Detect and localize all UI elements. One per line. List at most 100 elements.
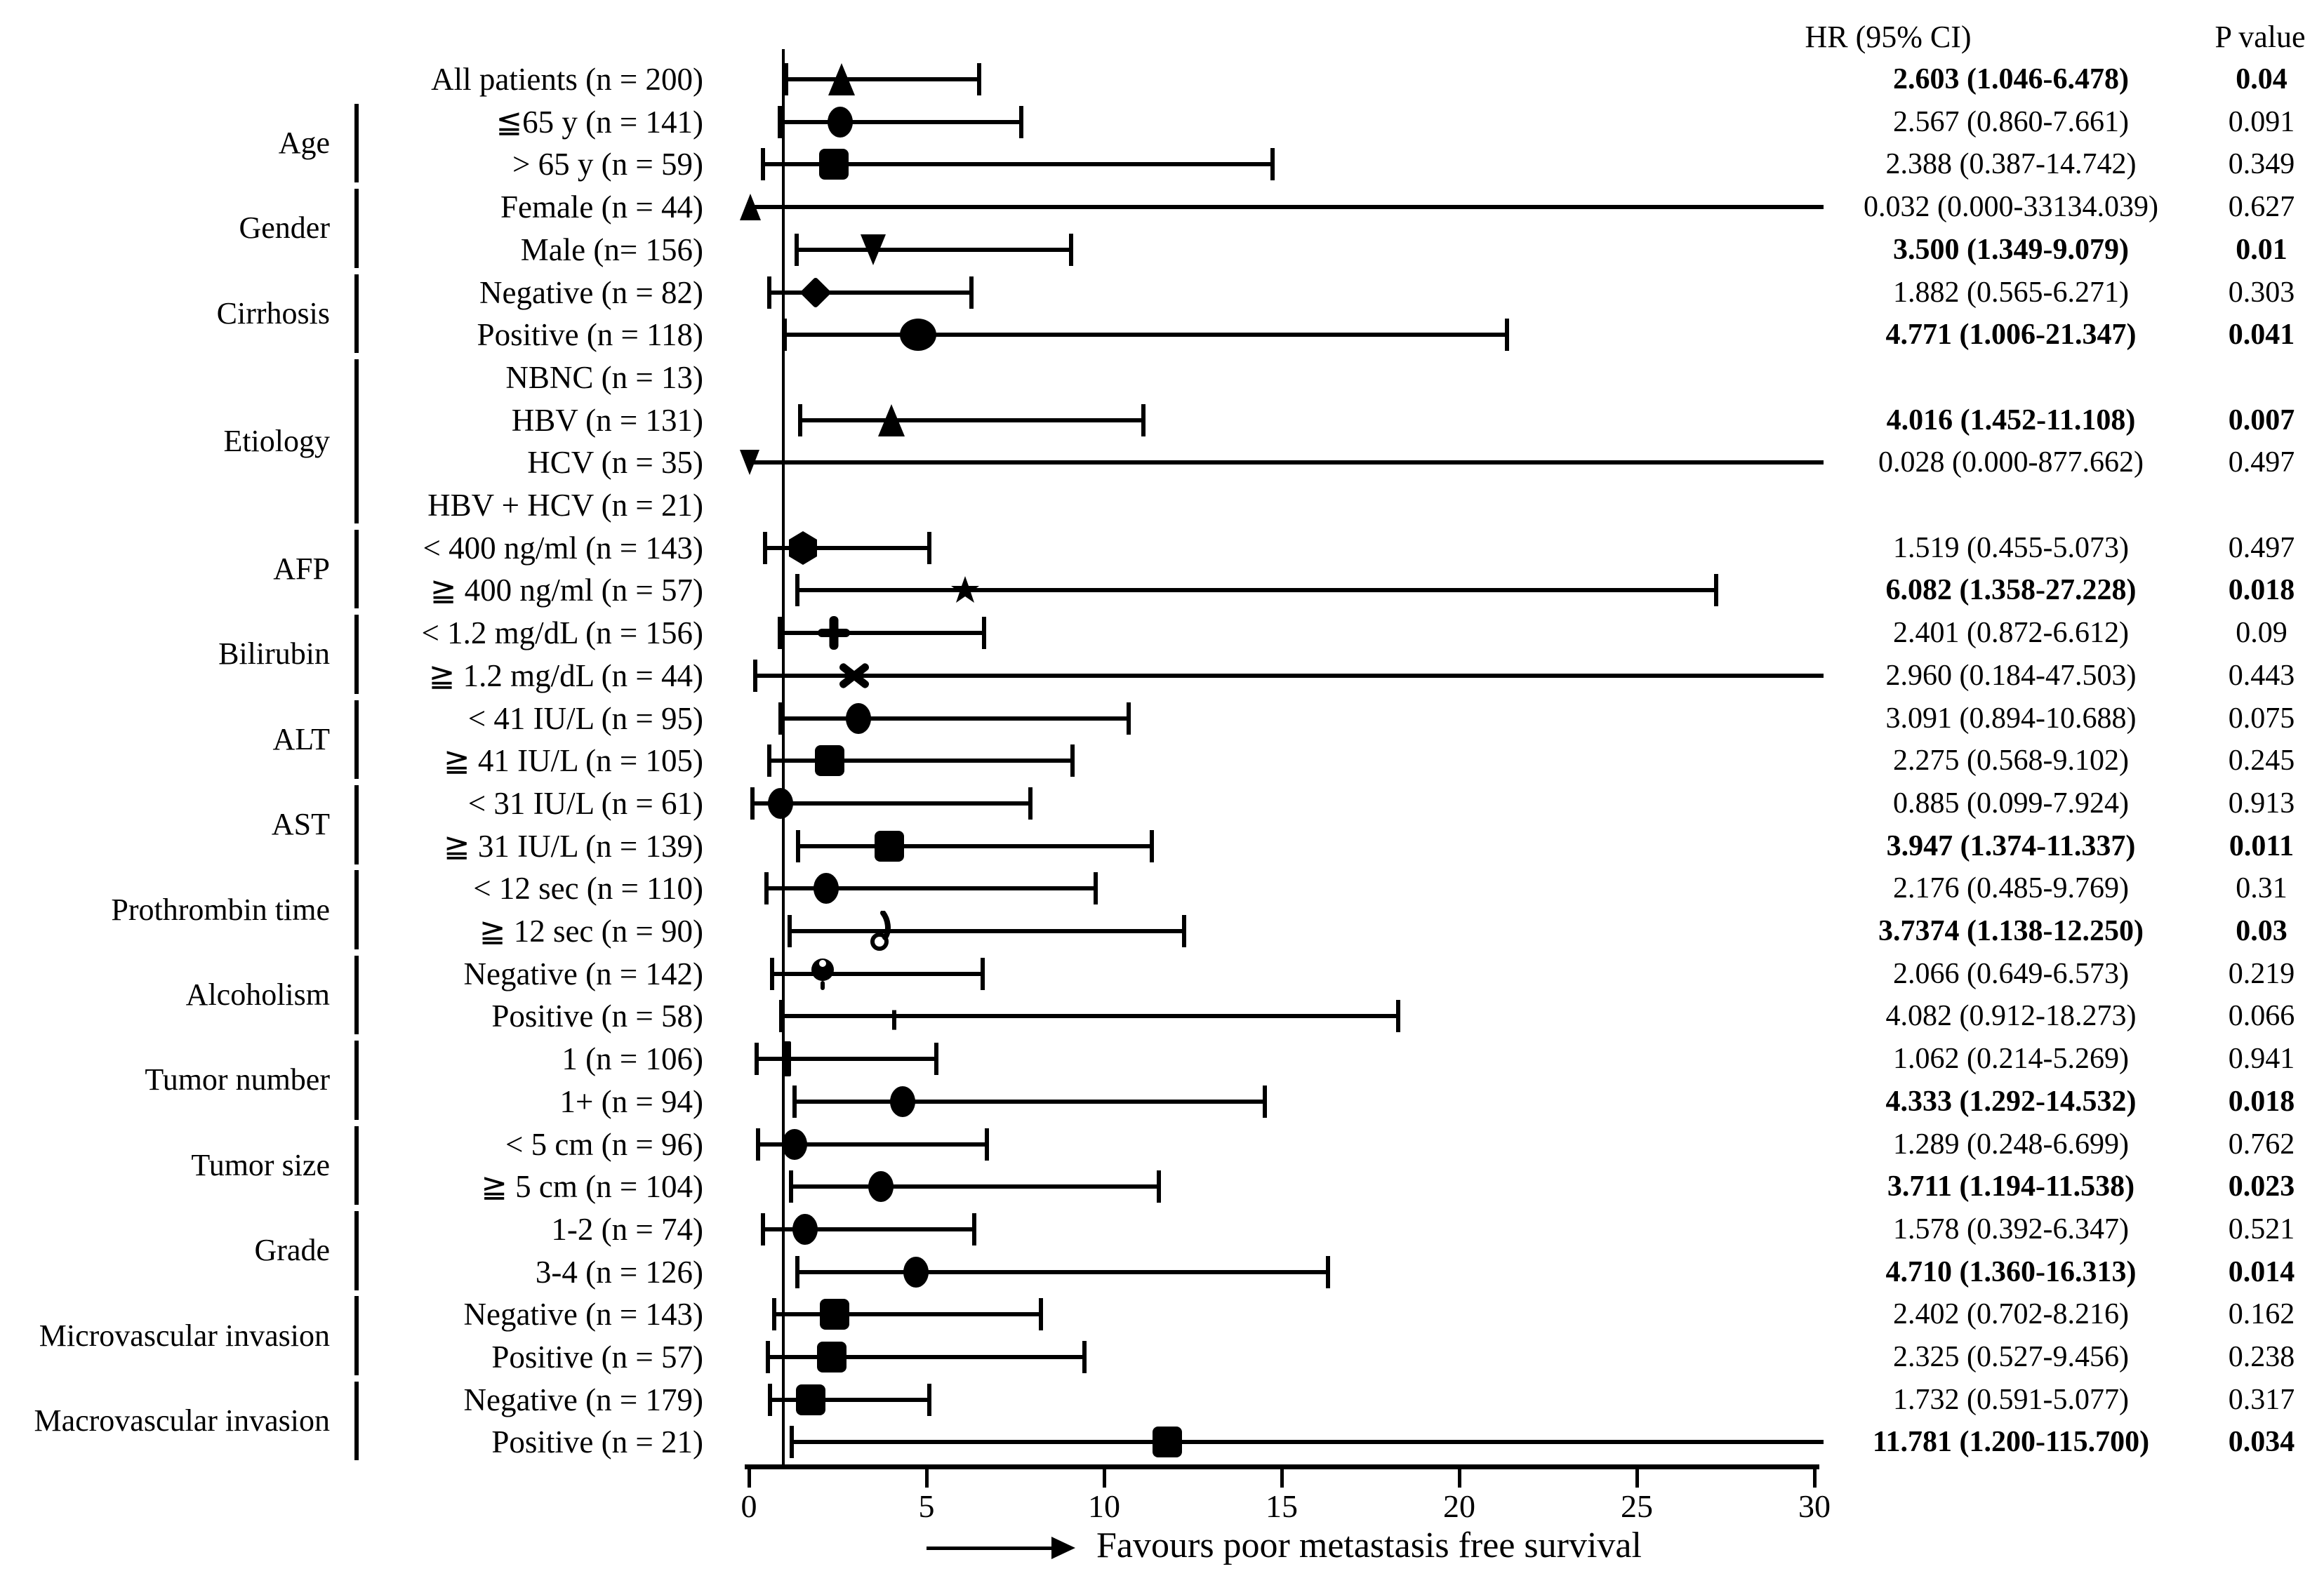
x-tick-label: 15	[1266, 1488, 1298, 1524]
ci-line	[780, 631, 984, 636]
ci-line	[797, 1269, 1329, 1274]
ci-cap-left	[779, 1000, 784, 1033]
ci-cap-left	[792, 1085, 797, 1118]
hr-ci-value: 1.062 (0.214-5.269)	[1893, 1043, 2129, 1076]
p-value: 0.497	[2228, 531, 2295, 564]
p-value: 0.075	[2228, 702, 2295, 735]
hr-ci-value: 3.091 (0.894-10.688)	[1885, 702, 2137, 735]
ci-cap-left	[778, 702, 783, 735]
hr-ci-value: 3.7374 (1.138-12.250)	[1878, 915, 2144, 947]
ci-cap-left	[795, 1255, 799, 1288]
group-bracket	[354, 870, 359, 949]
hr-ci-value: 4.771 (1.006-21.347)	[1885, 319, 2137, 352]
ci-line	[769, 1397, 929, 1402]
row-label: ≧ 5 cm (n = 104)	[481, 1169, 703, 1205]
ci-line	[769, 759, 1073, 763]
ci-cap-left	[755, 1128, 760, 1161]
p-value: 0.09	[2236, 617, 2288, 650]
p-value: 0.443	[2228, 659, 2295, 692]
row-label: NBNC (n = 13)	[505, 359, 703, 395]
ci-cap-right	[1713, 574, 1718, 607]
ci-cap-left	[760, 148, 765, 181]
group-bracket	[354, 615, 359, 694]
group-label: ALT	[272, 721, 331, 756]
group-label: Cirrhosis	[216, 295, 330, 330]
ci-line	[762, 162, 1273, 167]
row-label: Positive (n = 21)	[491, 1424, 703, 1460]
p-value: 0.245	[2228, 744, 2295, 777]
ci-line	[784, 333, 1508, 338]
group-bracket	[354, 529, 359, 609]
ci-cap-right	[1094, 872, 1098, 905]
ci-cap-right	[1156, 1170, 1161, 1203]
row-label: HBV (n = 131)	[511, 402, 703, 438]
hr-ci-value: 4.710 (1.360-16.313)	[1885, 1255, 2137, 1288]
group-label: Microvascular invasion	[39, 1318, 330, 1353]
p-value: 0.007	[2228, 403, 2295, 436]
p-value: 0.497	[2228, 446, 2295, 479]
row-label: ≦65 y (n = 141)	[496, 104, 703, 140]
ci-line	[752, 801, 1030, 806]
group-bracket	[354, 359, 359, 523]
group-bracket	[354, 1381, 359, 1461]
ci-line	[765, 545, 929, 550]
group-bracket	[354, 1210, 359, 1290]
ci-cap-left	[750, 787, 755, 820]
p-value: 0.219	[2228, 957, 2295, 990]
ci-cap-right	[972, 1213, 977, 1245]
ci-cap-left	[766, 744, 771, 777]
p-value: 0.023	[2228, 1170, 2295, 1203]
ci-cap-left	[769, 957, 774, 990]
row-label: Positive (n = 58)	[491, 998, 703, 1034]
x-tick	[1635, 1469, 1639, 1488]
p-value: 0.066	[2228, 1000, 2295, 1033]
x-tick	[1458, 1469, 1461, 1488]
ci-line	[795, 1099, 1266, 1104]
ci-cap-right	[1126, 702, 1131, 735]
group-label: Tumor size	[191, 1147, 330, 1182]
ci-line	[791, 1440, 1824, 1445]
row-label: < 12 sec (n = 110)	[473, 871, 703, 907]
ci-line	[756, 1057, 936, 1062]
favours-arrowhead-icon	[1051, 1537, 1075, 1559]
ci-cap-left	[767, 1383, 772, 1416]
ci-cap-left	[787, 915, 792, 947]
group-bracket	[354, 274, 359, 354]
row-label: Positive (n = 57)	[491, 1340, 703, 1375]
p-value: 0.03	[2236, 915, 2288, 947]
ci-line	[779, 119, 1021, 124]
hr-ci-value: 0.032 (0.000-33134.039)	[1864, 191, 2158, 224]
group-label: Tumor number	[145, 1062, 330, 1097]
x-tick-label: 0	[741, 1488, 757, 1524]
p-value: 0.034	[2228, 1426, 2295, 1459]
ci-cap-right	[1395, 1000, 1400, 1033]
hr-ci-value: 3.500 (1.349-9.079)	[1893, 233, 2129, 266]
row-label: < 400 ng/ml (n = 143)	[423, 530, 704, 566]
hr-ci-value: 2.567 (0.860-7.661)	[1893, 105, 2129, 138]
hr-ci-value: 4.333 (1.292-14.532)	[1885, 1085, 2137, 1118]
p-value: 0.627	[2228, 191, 2295, 224]
favours-label: Favours poor metastasis free survival	[1096, 1525, 1642, 1565]
ci-cap-left	[795, 574, 799, 607]
ci-cap-left	[783, 63, 788, 95]
ci-cap-left	[760, 1213, 765, 1245]
row-label: HBV + HCV (n = 21)	[427, 488, 703, 523]
p-value: 0.349	[2228, 148, 2295, 181]
ci-cap-right	[984, 1128, 989, 1161]
row-label: < 5 cm (n = 96)	[505, 1126, 703, 1162]
ci-cap-right	[1263, 1085, 1268, 1118]
x-tick	[1103, 1469, 1106, 1488]
hr-ci-value: 3.947 (1.374-11.337)	[1886, 829, 2136, 862]
ci-line	[766, 886, 1096, 891]
favours-arrow-line	[927, 1547, 1051, 1550]
hr-ci-value: 6.082 (1.358-27.228)	[1885, 574, 2137, 607]
p-value: 0.014	[2228, 1255, 2295, 1288]
ci-cap-left	[795, 233, 799, 266]
group-bracket	[354, 955, 359, 1035]
hr-ci-value: 4.016 (1.452-11.108)	[1886, 403, 2136, 436]
p-value: 0.913	[2228, 787, 2295, 820]
ci-line	[785, 77, 979, 81]
ci-cap-right	[969, 276, 974, 309]
group-label: Bilirubin	[218, 636, 330, 672]
ci-cap-left	[766, 276, 771, 309]
